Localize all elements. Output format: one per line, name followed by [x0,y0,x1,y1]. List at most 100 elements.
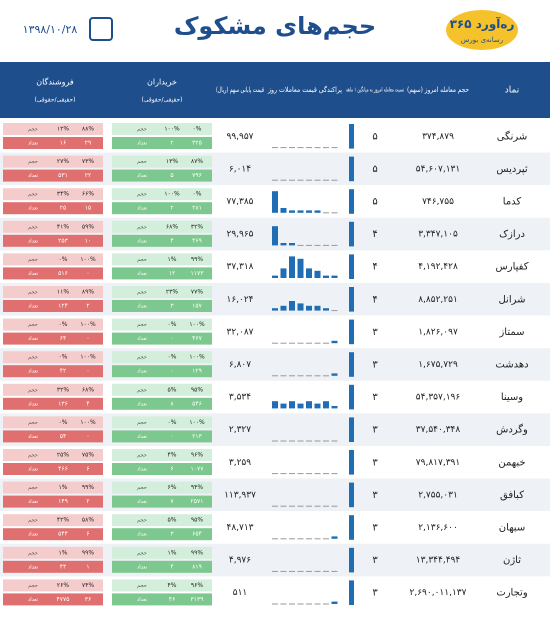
spread-bar [297,210,304,213]
buyers-volume-bar [112,481,212,494]
buyers-label-volume: حجم [137,224,147,230]
volume: ۳۷۴,۸۷۹ [422,132,454,142]
spread-bar [323,308,329,311]
volume: ۷۹,۸۱۷,۳۹۱ [416,458,460,468]
buyers-count-bar [112,267,212,280]
sellers-pct-real: ۱۰۰% [80,354,96,361]
buyers-pct-real: ۹۹% [191,256,203,263]
buyers-count-legal: ۳ [170,531,174,538]
ratio-bar [349,515,354,540]
volume: ۲,۷۵۵,۰۳۱ [418,490,458,500]
symbol: سبهان [499,523,525,534]
col-symbol: نماد [505,86,519,96]
spread-bar [297,258,304,278]
buyers-pct-real: ۰% [193,126,202,133]
spread-bar [323,401,329,409]
buyers-label-count: تعداد [137,499,148,505]
buyers-volume-bar [112,383,212,396]
sellers-label-volume: حجم [28,322,38,328]
buyers-count-real: ۴۶۷ [192,335,202,342]
buyers-count-legal: ۴ [170,237,173,244]
buyers-count-legal: ۵ [170,172,173,179]
ratio: ۳ [372,457,378,468]
symbol: کبافق [500,490,524,501]
buyers-count-bar [112,593,212,606]
buyers-pct-real: ۹۵% [191,386,203,393]
buyers-label-count: تعداد [137,271,148,277]
buyers-volume-bar [112,514,212,527]
buyers-volume-bar [112,449,212,461]
col-ratio: نسبت معامله امروز به میانگین ۱ ماهه [346,86,404,94]
buyers-count-real: ۶۵۴ [192,531,202,538]
buyers-count-legal: ۱۲ [169,270,175,277]
buyers-count-bar [112,234,212,247]
buyers-pct-real: ۹۹% [191,549,203,556]
sellers-pct-real: ۸۸% [82,126,94,133]
col-sellers: فروشندگان [36,77,74,87]
sellers-pct-legal: ۴۲% [57,517,69,524]
sellers-pct-legal: ۰% [59,321,68,328]
logo: ۳۶۵ ره‌آورد [450,16,515,32]
sellers-count-legal: ۵۱۶ [58,270,68,277]
sellers-pct-legal: ۲۵% [57,452,69,459]
spread-bar [280,305,287,311]
ratio: ۳ [372,392,378,403]
sellers-label-count: تعداد [28,206,39,212]
sellers-pct-legal: ۳۴% [57,191,69,198]
price: ۶,۸۰۷ [229,360,251,370]
sellers-volume-bar [3,514,103,527]
logo-cloud [446,10,518,50]
sellers-count-legal: ۱۳۶ [58,400,68,407]
symbol: شرانل [498,294,525,305]
volume: ۱,۸۲۶,۰۹۷ [418,327,458,337]
sellers-pct-legal: ۱۲% [57,126,69,133]
buyers-count-bar [112,365,212,378]
buyers-count-legal: ۶ [170,466,173,473]
sellers-count-legal: ۶۴ [60,335,66,342]
price: ۳,۲۵۹ [229,458,251,468]
symbol: وسینا [501,392,523,403]
sellers-label-volume: حجم [28,420,38,426]
sellers-volume-bar [3,383,103,396]
symbol: درازک [499,229,525,240]
sellers-label-volume: حجم [28,159,38,165]
buyers-pct-legal: ۵% [168,386,177,393]
ratio-bar [349,189,354,214]
buyers-count-legal: ۷ [170,498,174,505]
date: ۱۳۹۸/۱۰/۲۸ [23,23,78,36]
buyers-count-real: ۷۹۶ [192,172,202,179]
spread-bar [306,268,312,278]
ratio: ۳ [372,588,378,599]
sellers-pct-real: ۹۹% [82,484,94,491]
sellers-volume-bar [3,220,103,233]
buyers-count-bar [112,169,212,182]
buyers-volume-bar [112,155,212,168]
buyers-count-real: ۸۱۹ [192,563,202,570]
sellers-count-real: ۰ [86,433,89,440]
ratio: ۵ [372,131,377,142]
buyers-label-volume: حجم [137,583,147,589]
sellers-pct-real: ۵۸% [82,517,94,524]
buyers-pct-legal: ۱% [168,256,177,263]
volume: ۵۴,۳۵۷,۱۹۶ [416,393,461,403]
buyers-volume-bar [112,188,212,201]
buyers-count-real: ۱۲۹ [192,368,202,375]
sellers-count-bar [3,365,103,378]
sellers-label-count: تعداد [28,336,39,342]
ratio: ۴ [372,262,377,273]
buyers-count-real: ۱۱۷۳ [191,270,205,277]
ratio: ۴ [372,229,377,240]
spread-bar [272,401,278,409]
buyers-pct-legal: ۴% [168,452,177,459]
symbol: وگردش [496,424,528,436]
sellers-count-real: ۱۰ [85,237,91,244]
buyers-label-count: تعداد [137,304,148,310]
buyers-count-legal: ۲ [170,140,173,147]
sellers-label-volume: حجم [28,224,38,230]
sellers-label-count: تعداد [28,141,39,147]
sellers-volume-bar [3,579,103,592]
sellers-label-volume: حجم [28,257,38,263]
ratio: ۳ [372,327,378,338]
price: ۳,۵۳۴ [229,393,251,403]
sellers-label-count: تعداد [28,173,39,179]
